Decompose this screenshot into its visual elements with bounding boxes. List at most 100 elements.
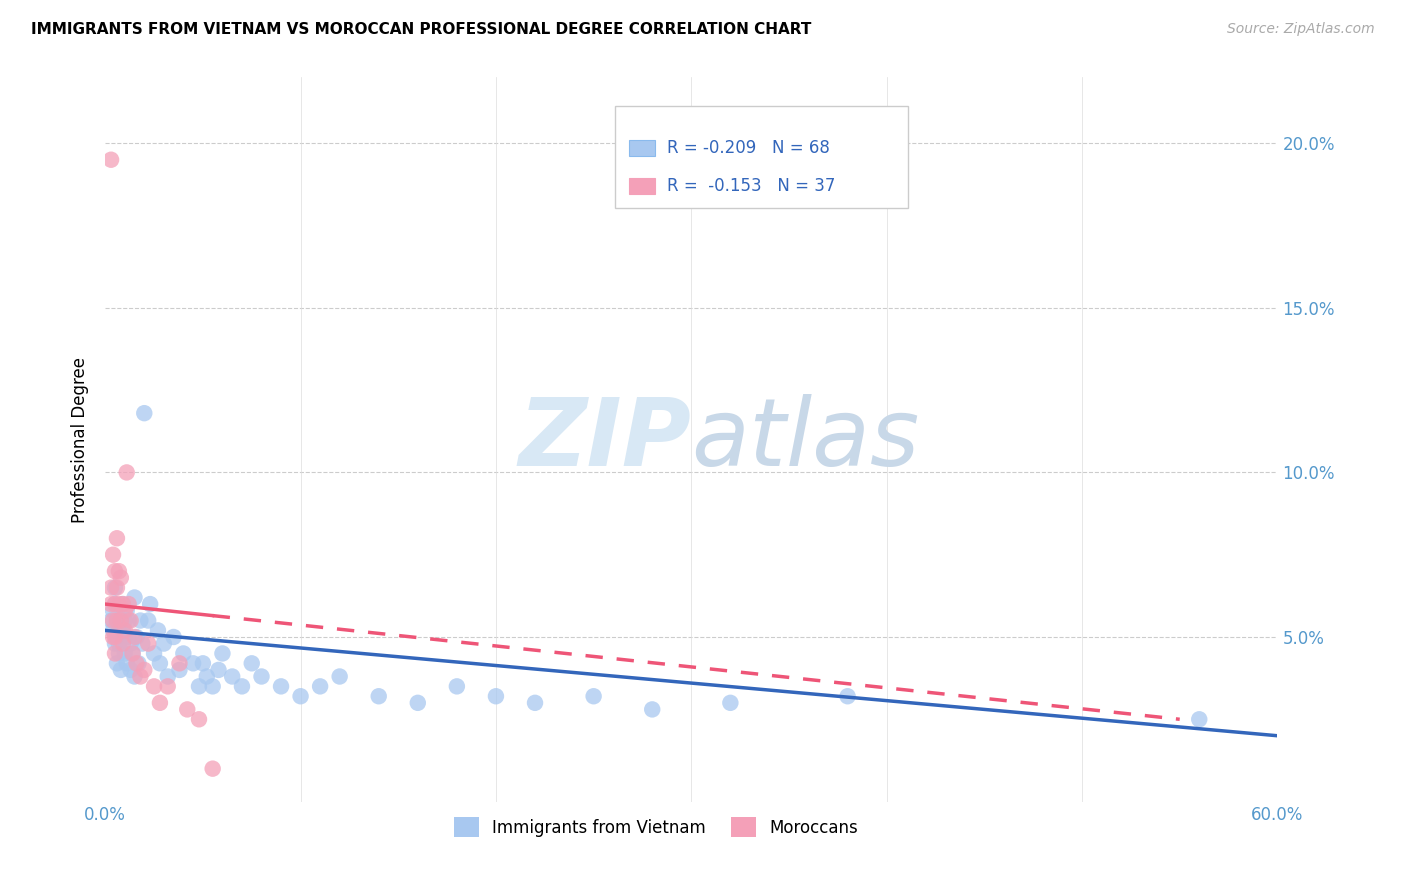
Point xyxy=(101,604,124,618)
Point xyxy=(118,614,141,628)
Point xyxy=(124,591,146,605)
Text: IMMIGRANTS FROM VIETNAM VS MOROCCAN PROFESSIONAL DEGREE CORRELATION CHART: IMMIGRANTS FROM VIETNAM VS MOROCCAN PROF… xyxy=(31,22,811,37)
Point xyxy=(110,571,132,585)
Point xyxy=(108,647,131,661)
Point xyxy=(641,702,664,716)
Point xyxy=(136,637,159,651)
Point xyxy=(104,647,127,661)
Text: Source: ZipAtlas.com: Source: ZipAtlas.com xyxy=(1227,22,1375,37)
Point xyxy=(111,597,134,611)
Point xyxy=(105,657,128,671)
Point xyxy=(120,614,142,628)
Point xyxy=(100,597,122,611)
Point xyxy=(108,597,131,611)
Point xyxy=(105,614,128,628)
Point xyxy=(124,669,146,683)
Point xyxy=(120,663,142,677)
Text: R = -0.209   N = 68: R = -0.209 N = 68 xyxy=(666,139,830,157)
Point xyxy=(406,696,429,710)
Point xyxy=(111,637,134,651)
Point xyxy=(104,630,127,644)
Point xyxy=(105,581,128,595)
Point xyxy=(104,597,127,611)
Point xyxy=(582,690,605,704)
Point xyxy=(250,669,273,683)
Point xyxy=(240,657,263,671)
Point xyxy=(114,604,136,618)
Point xyxy=(153,637,176,651)
Point xyxy=(143,679,166,693)
Point xyxy=(115,466,138,480)
Point xyxy=(131,637,153,651)
Point xyxy=(309,679,332,693)
Text: ZIP: ZIP xyxy=(519,393,692,485)
Point xyxy=(146,624,169,638)
Legend: Immigrants from Vietnam, Moroccans: Immigrants from Vietnam, Moroccans xyxy=(447,810,865,844)
Point xyxy=(108,637,131,651)
Point xyxy=(201,762,224,776)
Point xyxy=(329,669,352,683)
Point xyxy=(134,663,156,677)
Point xyxy=(105,614,128,628)
Point xyxy=(129,614,152,628)
Point xyxy=(221,669,243,683)
Point xyxy=(114,614,136,628)
Point xyxy=(118,597,141,611)
Point xyxy=(114,647,136,661)
Bar xyxy=(628,178,655,194)
Point xyxy=(139,597,162,611)
Point xyxy=(101,548,124,562)
Point xyxy=(188,712,211,726)
Point xyxy=(524,696,547,710)
Point xyxy=(201,679,224,693)
Point xyxy=(207,663,229,677)
Point xyxy=(149,657,172,671)
Point xyxy=(143,647,166,661)
Point xyxy=(149,696,172,710)
Text: atlas: atlas xyxy=(692,394,920,485)
Point xyxy=(127,657,149,671)
Point xyxy=(114,630,136,644)
Point xyxy=(156,669,179,683)
Point xyxy=(121,647,143,661)
Point xyxy=(188,679,211,693)
Point xyxy=(181,657,204,671)
Point xyxy=(172,647,194,661)
Point xyxy=(105,531,128,545)
Bar xyxy=(614,106,908,208)
Point xyxy=(367,690,389,704)
Point xyxy=(111,597,134,611)
Point xyxy=(100,153,122,167)
Bar xyxy=(628,140,655,156)
Point xyxy=(446,679,468,693)
Point xyxy=(270,679,292,693)
Point xyxy=(111,624,134,638)
Point xyxy=(231,679,253,693)
Point xyxy=(118,630,141,644)
Point xyxy=(108,564,131,578)
Point xyxy=(108,620,131,634)
Point xyxy=(121,647,143,661)
Point xyxy=(837,690,859,704)
Point xyxy=(162,630,184,644)
Point xyxy=(134,406,156,420)
Point xyxy=(110,663,132,677)
Point xyxy=(101,624,124,638)
Point xyxy=(110,614,132,628)
Point xyxy=(124,630,146,644)
Point xyxy=(114,624,136,638)
Point xyxy=(718,696,741,710)
Point xyxy=(104,564,127,578)
Y-axis label: Professional Degree: Professional Degree xyxy=(72,357,89,523)
Point xyxy=(125,657,148,671)
Point xyxy=(169,663,191,677)
Point xyxy=(176,702,198,716)
Point xyxy=(125,630,148,644)
Text: R =  -0.153   N = 37: R = -0.153 N = 37 xyxy=(666,177,835,195)
Point xyxy=(115,604,138,618)
Point xyxy=(129,669,152,683)
Point xyxy=(104,581,127,595)
Point xyxy=(195,669,218,683)
Point xyxy=(110,614,132,628)
Point xyxy=(1188,712,1211,726)
